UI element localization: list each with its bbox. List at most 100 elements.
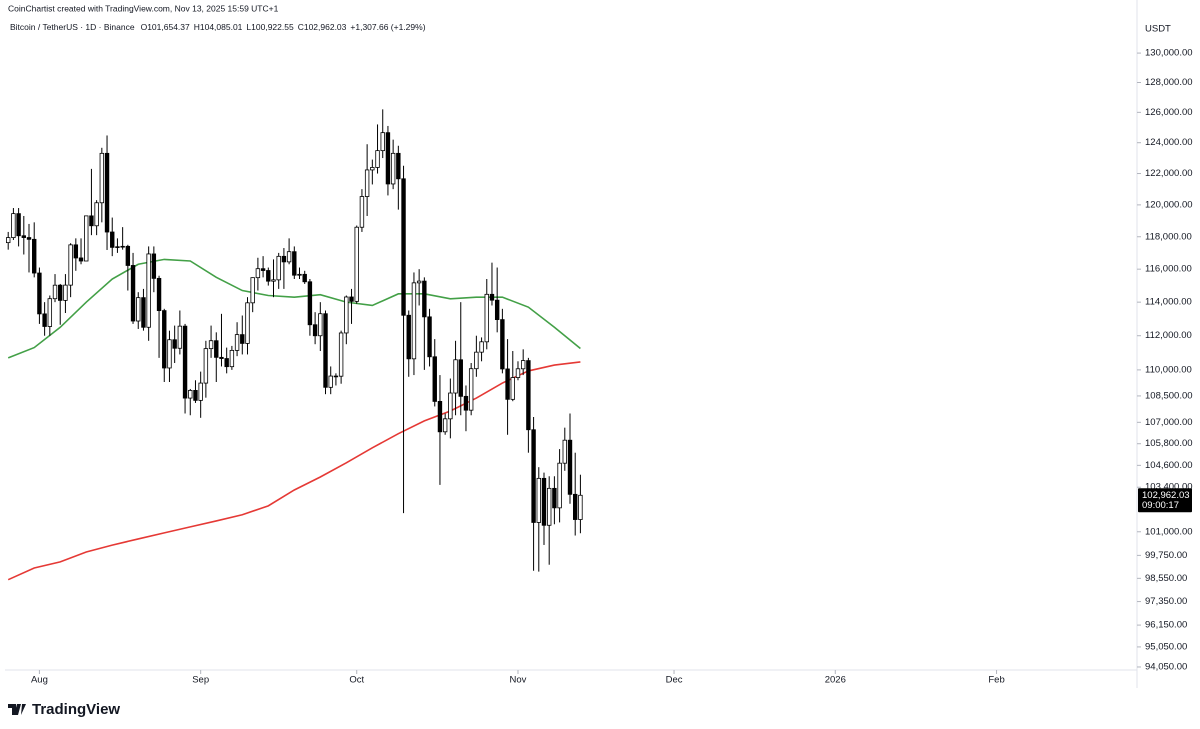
axis-unit: USDT [1145,24,1171,35]
plot: 130,000.00 128,000.00 126,000.00 124,000.00… [6,48,1193,686]
y-tick-label: 107,000.00 [1145,417,1193,428]
candle-body [172,339,177,349]
y-tick-label: 97,350.00 [1145,596,1187,607]
candle-body [474,351,479,370]
candle-body [198,382,203,401]
candle-body [21,235,27,238]
candle-body [16,213,21,237]
candle-body [531,429,536,523]
candle-body [11,213,16,239]
candle-body [453,359,458,394]
candle-body [422,280,427,318]
y-tick-label: 116,000.00 [1145,264,1192,275]
ohlc-low: L100,922.55 [246,22,294,32]
candle-body [104,152,110,233]
candle-body [432,356,437,402]
candle-body [151,253,157,279]
candle-body [562,439,567,464]
candle-body [292,251,297,276]
candle-body [526,360,531,431]
candle-body [167,339,172,369]
candle-body [354,226,359,302]
candle-body [84,215,89,262]
candle-body [380,132,385,152]
y-tick-label: 99,750.00 [1145,550,1187,561]
y-tick-label: 101,000.00 [1145,526,1193,537]
x-tick-label: Sep [192,675,209,686]
x-tick-label: Aug [31,675,48,686]
candle-body [578,494,583,520]
x-tick-label: Nov [510,675,527,686]
candle-body [136,297,141,322]
candle-body [286,251,292,263]
candle-body [406,314,411,360]
y-tick-label: 110,000.00 [1145,364,1192,375]
ohlc-change: +1,307.66 (+1.29%) [350,22,425,32]
y-tick-label: 114,000.00 [1145,297,1192,308]
candle-body [99,152,105,204]
y-tick-label: 98,550.00 [1145,573,1187,584]
candle-body [89,215,94,227]
candle-body [427,316,432,358]
y-tick-label: 105,800.00 [1145,438,1193,449]
candle-body [73,244,79,259]
candle-body [416,280,422,284]
candle-body [390,152,396,185]
ohlc-high: H104,085.01 [194,22,243,32]
candle-body [42,313,47,327]
candle-body [229,349,235,368]
y-tick-label: 128,000.00 [1145,77,1193,88]
candle-body [120,245,125,248]
candle-body [494,299,500,321]
candle-body [32,238,37,274]
candle-body [468,368,474,411]
candle-body [557,462,562,509]
candle-body [58,284,63,301]
credit: CoinChartist created with TradingView.co… [8,3,279,13]
candle-body [177,325,183,349]
y-tick-label: 94,050.00 [1145,661,1187,672]
candle-body [78,257,84,262]
x-tick-label: Oct [349,675,364,686]
candle-body [505,368,510,400]
x-tick-label: 2026 [825,675,846,686]
candle-body [489,293,495,301]
candle-body [141,297,146,328]
candle-body [250,277,255,304]
y-tick-label: 95,050.00 [1145,641,1187,652]
candle-body [94,202,99,227]
candle-body [63,284,68,301]
candle-body [370,167,375,171]
y-tick-label: 103,400.00 [1145,482,1193,493]
candle-body [567,439,573,495]
candle-body [193,390,198,401]
candle-body [401,178,406,316]
candle-body [26,237,32,240]
candle-body [219,356,224,359]
candle-body [266,270,271,282]
candle-body [479,341,484,353]
candle-body [188,390,193,399]
candle-body [338,332,344,377]
last-price-box [1138,488,1192,513]
candle-body [463,395,469,411]
candle-body [437,401,443,433]
candle-body [364,169,370,197]
candle-body [281,255,287,263]
candle-body [52,284,58,300]
candle-body [536,477,541,523]
candle-body [510,377,515,400]
y-tick-label: 124,000.00 [1145,137,1193,148]
y-tick-label: 104,600.00 [1145,460,1193,471]
candle-body [115,246,120,248]
countdown: 09:00:17 [1142,500,1179,511]
candle-body [396,152,401,180]
ohlc-open: O101,654.37 [141,22,190,32]
candle-body [162,310,167,369]
candle-body [271,279,276,282]
candle-body [307,281,313,326]
candle-body [37,272,42,315]
candle-body [297,273,302,276]
candle-body [146,253,151,328]
